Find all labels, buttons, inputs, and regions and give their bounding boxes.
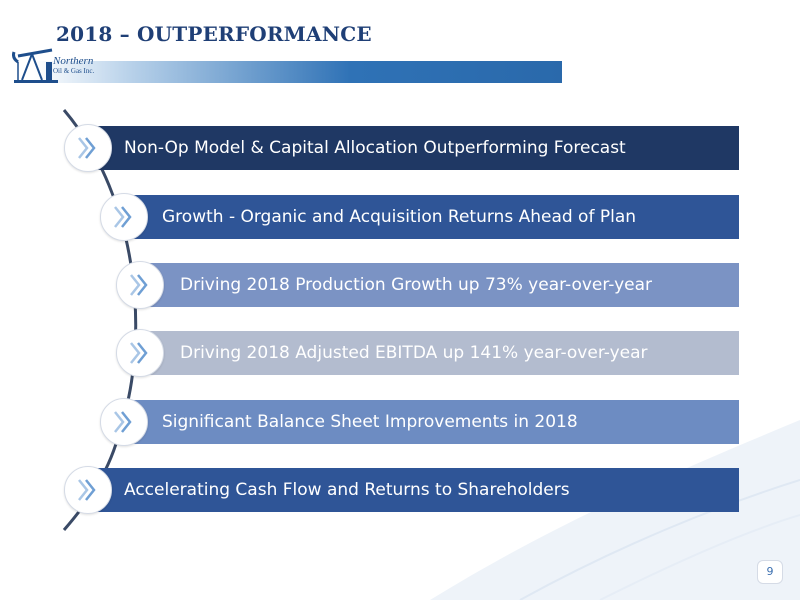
chevron-right-double-icon bbox=[64, 124, 112, 172]
logo-line-1: Northern bbox=[53, 55, 94, 67]
company-logo-text: Northern Oil & Gas Inc. bbox=[53, 56, 94, 76]
slide-title: 2018 – OUTPERFORMANCE bbox=[56, 22, 372, 46]
pumpjack-logo-icon bbox=[12, 48, 58, 83]
item-bar-2: Growth - Organic and Acquisition Returns… bbox=[124, 195, 739, 239]
item-bar-6: Accelerating Cash Flow and Returns to Sh… bbox=[88, 468, 739, 512]
item-label-2: Growth - Organic and Acquisition Returns… bbox=[162, 207, 637, 227]
page-number: 9 bbox=[757, 560, 783, 584]
item-label-5: Significant Balance Sheet Improvements i… bbox=[162, 412, 578, 432]
chevron-right-double-icon bbox=[100, 398, 148, 446]
chevron-right-double-icon bbox=[100, 193, 148, 241]
item-bar-5: Significant Balance Sheet Improvements i… bbox=[124, 400, 739, 444]
item-label-1: Non-Op Model & Capital Allocation Outper… bbox=[124, 138, 626, 158]
chevron-right-double-icon bbox=[64, 466, 112, 514]
item-label-4: Driving 2018 Adjusted EBITDA up 141% yea… bbox=[180, 343, 648, 363]
item-bar-4: Driving 2018 Adjusted EBITDA up 141% yea… bbox=[140, 331, 739, 375]
chevron-right-double-icon bbox=[116, 261, 164, 309]
header-bar bbox=[34, 61, 562, 83]
item-bar-3: Driving 2018 Production Growth up 73% ye… bbox=[140, 263, 739, 307]
item-label-6: Accelerating Cash Flow and Returns to Sh… bbox=[124, 480, 570, 500]
item-label-3: Driving 2018 Production Growth up 73% ye… bbox=[180, 275, 653, 295]
chevron-right-double-icon bbox=[116, 329, 164, 377]
logo-line-2: Oil & Gas Inc. bbox=[53, 67, 95, 75]
item-bar-1: Non-Op Model & Capital Allocation Outper… bbox=[88, 126, 739, 170]
